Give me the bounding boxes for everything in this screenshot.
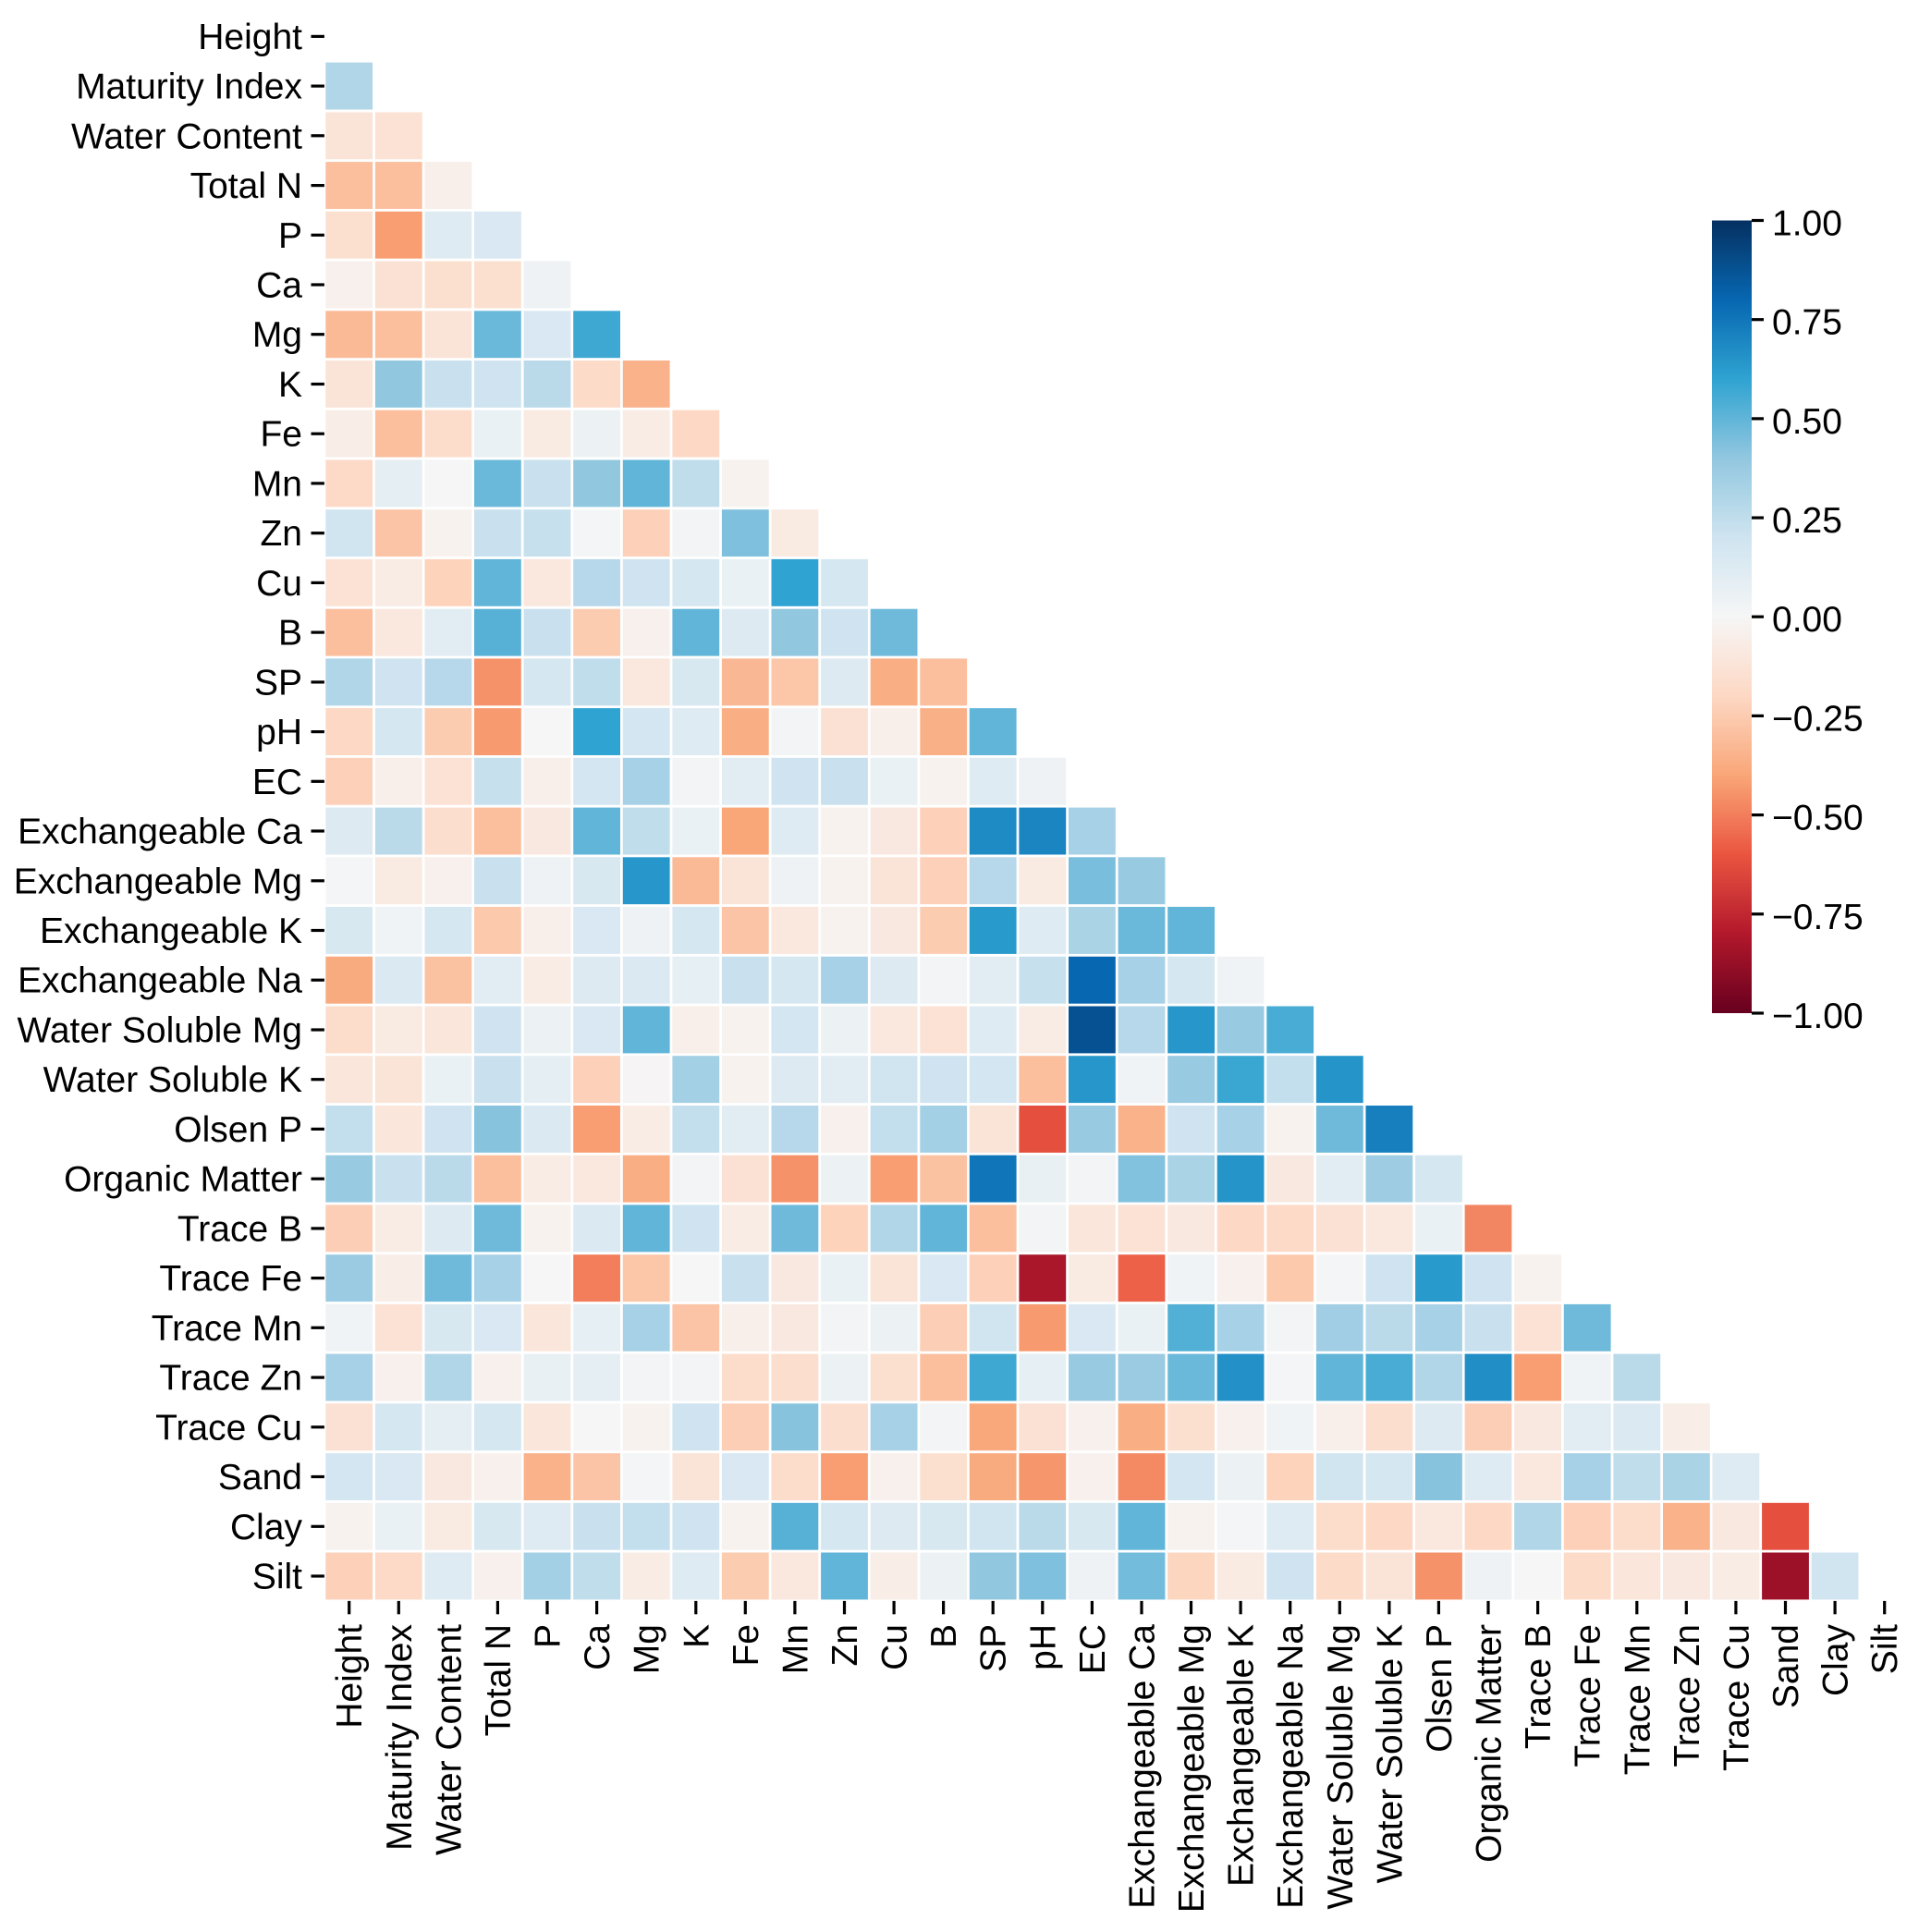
svg-text:Organic Matter: Organic Matter [1470,1624,1510,1863]
svg-text:pH: pH [1023,1624,1063,1670]
svg-text:Mg: Mg [628,1624,667,1674]
svg-text:Trace Fe: Trace Fe [159,1259,302,1299]
svg-text:Exchangeable K: Exchangeable K [1222,1624,1262,1887]
svg-text:K: K [677,1624,716,1648]
svg-text:−1.00: −1.00 [1772,997,1864,1036]
svg-text:−0.75: −0.75 [1772,898,1864,937]
svg-text:Trace B: Trace B [177,1209,302,1249]
svg-text:Trace Fe: Trace Fe [1569,1624,1608,1767]
svg-text:0.00: 0.00 [1772,600,1842,640]
svg-text:Ca: Ca [578,1624,617,1670]
svg-text:Exchangeable K: Exchangeable K [40,911,302,951]
svg-text:Olsen P: Olsen P [1420,1624,1460,1753]
svg-text:Cu: Cu [256,564,302,604]
svg-text:Water Content: Water Content [71,116,302,156]
svg-text:Cu: Cu [875,1624,915,1670]
svg-text:Trace Cu: Trace Cu [155,1408,302,1448]
svg-text:P: P [278,216,302,256]
svg-text:Olsen P: Olsen P [174,1110,302,1150]
svg-text:Water Soluble Mg: Water Soluble Mg [1321,1624,1361,1910]
svg-text:P: P [529,1624,568,1648]
svg-text:EC: EC [1073,1624,1113,1674]
svg-text:Height: Height [330,1624,370,1729]
svg-text:Exchangeable Na: Exchangeable Na [18,961,302,1001]
svg-text:Silt: Silt [252,1558,302,1597]
svg-text:Trace Mn: Trace Mn [152,1309,302,1349]
svg-text:Maturity Index: Maturity Index [76,67,302,107]
svg-text:Maturity Index: Maturity Index [380,1624,420,1851]
svg-text:Sand: Sand [218,1458,302,1498]
svg-text:B: B [278,614,302,654]
svg-text:Trace Mn: Trace Mn [1618,1624,1657,1775]
svg-text:Mn: Mn [776,1624,815,1674]
svg-text:Silt: Silt [1865,1624,1905,1674]
svg-text:K: K [278,365,302,405]
svg-text:Exchangeable Mg: Exchangeable Mg [14,862,302,901]
svg-text:Exchangeable Mg: Exchangeable Mg [1172,1624,1212,1913]
svg-text:0.75: 0.75 [1772,303,1842,343]
svg-text:Water Soluble K: Water Soluble K [1370,1624,1410,1883]
svg-text:Zn: Zn [825,1624,865,1667]
svg-text:SP: SP [254,663,302,703]
svg-text:Trace Cu: Trace Cu [1717,1624,1756,1771]
svg-text:Ca: Ca [256,266,302,306]
svg-text:0.50: 0.50 [1772,402,1842,442]
svg-text:Water Soluble Mg: Water Soluble Mg [17,1011,302,1051]
svg-text:EC: EC [252,763,302,802]
svg-text:Trace Zn: Trace Zn [1668,1624,1707,1767]
svg-text:B: B [924,1624,964,1648]
svg-text:Clay: Clay [230,1508,303,1547]
svg-text:pH: pH [256,713,302,752]
svg-text:Exchangeable Na: Exchangeable Na [1271,1624,1311,1909]
svg-text:Organic Matter: Organic Matter [64,1160,302,1200]
svg-text:Sand: Sand [1766,1624,1806,1708]
svg-text:Fe: Fe [727,1624,766,1667]
svg-text:Mn: Mn [252,464,302,504]
svg-text:1.00: 1.00 [1772,204,1842,244]
svg-text:Trace B: Trace B [1519,1624,1558,1749]
svg-text:Water Content: Water Content [429,1624,469,1855]
svg-text:Mg: Mg [252,315,302,355]
svg-text:Trace Zn: Trace Zn [159,1359,302,1399]
svg-text:0.25: 0.25 [1772,501,1842,541]
svg-text:Total N: Total N [479,1624,519,1736]
svg-text:−0.25: −0.25 [1772,699,1864,739]
svg-text:Clay: Clay [1816,1624,1856,1697]
svg-text:SP: SP [974,1624,1014,1672]
svg-text:Exchangeable Ca: Exchangeable Ca [18,813,302,852]
svg-text:Total N: Total N [190,166,302,206]
svg-text:Water Soluble K: Water Soluble K [43,1060,302,1100]
svg-text:Height: Height [198,18,302,57]
svg-text:−0.50: −0.50 [1772,799,1864,838]
svg-text:Exchangeable Ca: Exchangeable Ca [1123,1624,1163,1909]
svg-text:Fe: Fe [260,415,302,455]
svg-text:Zn: Zn [260,514,302,554]
